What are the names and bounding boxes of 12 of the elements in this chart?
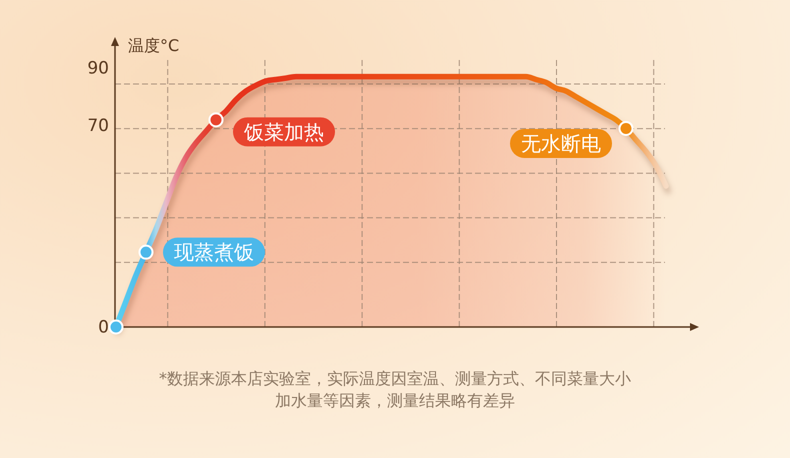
point xyxy=(618,120,634,136)
y-tick-label: 90 xyxy=(87,58,109,78)
y-tick-label: 70 xyxy=(87,116,109,136)
annotation: 饭菜加热 xyxy=(243,120,324,144)
point xyxy=(138,244,154,260)
text: *数据来源本店实验室，实际温度因室温、测量方式、不同菜量大小加水量等因素，测量结果略有差异 xyxy=(158,368,632,412)
y-tick-label: 0 xyxy=(98,317,109,338)
annotation: 无水断电 xyxy=(521,131,601,156)
point xyxy=(208,112,224,128)
y-axis-title: 温度°C xyxy=(128,36,180,55)
point xyxy=(108,320,124,334)
annotation: 现蒸煮饭 xyxy=(174,240,254,264)
